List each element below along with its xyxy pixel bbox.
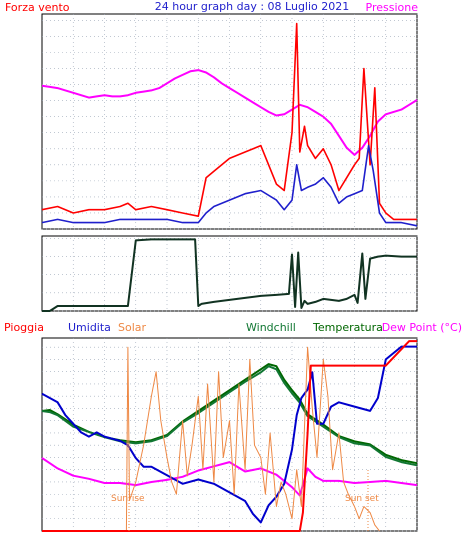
dewpoint-title: Dew Point (°C): [382, 321, 462, 334]
panel-3-grid: [42, 338, 418, 532]
panel-2-wind-direction: [41, 235, 418, 312]
temperature-title: Temperatura: [312, 321, 383, 334]
rain-title: Pioggia: [4, 321, 44, 334]
sunset-label: Sun set: [345, 494, 379, 504]
panel-2-series: [42, 238, 417, 312]
panel-1-wind-pressure: [41, 13, 418, 230]
chart-title: 24 hour graph day : 08 Luglio 2021: [155, 0, 350, 13]
panel-1-series: [41, 22, 418, 227]
wind-series-line: [41, 22, 417, 221]
pressure-title: Pressione: [366, 1, 419, 14]
humidity-series-line: [41, 345, 417, 524]
gust-series-line: [41, 144, 418, 227]
dewpoint-series-line: [41, 457, 418, 497]
panel-2-grid: [42, 236, 418, 312]
pressure-series-line: [41, 69, 418, 156]
rain-series-line: [42, 340, 417, 532]
sunrise-label: Sunrise: [111, 494, 145, 504]
solar-title: Solar: [118, 321, 147, 334]
solar-series-line: [125, 346, 380, 532]
panel-3-weather: Sunrise Sun set: [41, 337, 418, 532]
panel-3-series: [41, 340, 418, 532]
direction-series-line: [42, 238, 417, 312]
windchill-series-line: [41, 365, 418, 467]
wind-speed-title: Forza vento: [5, 1, 70, 14]
humidity-title: Umidita: [68, 321, 111, 334]
windchill-title: Windchill: [246, 321, 296, 334]
